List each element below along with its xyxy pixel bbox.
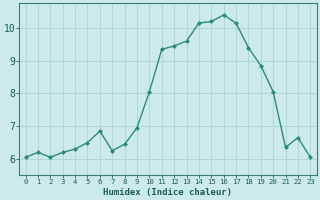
X-axis label: Humidex (Indice chaleur): Humidex (Indice chaleur): [103, 188, 232, 197]
